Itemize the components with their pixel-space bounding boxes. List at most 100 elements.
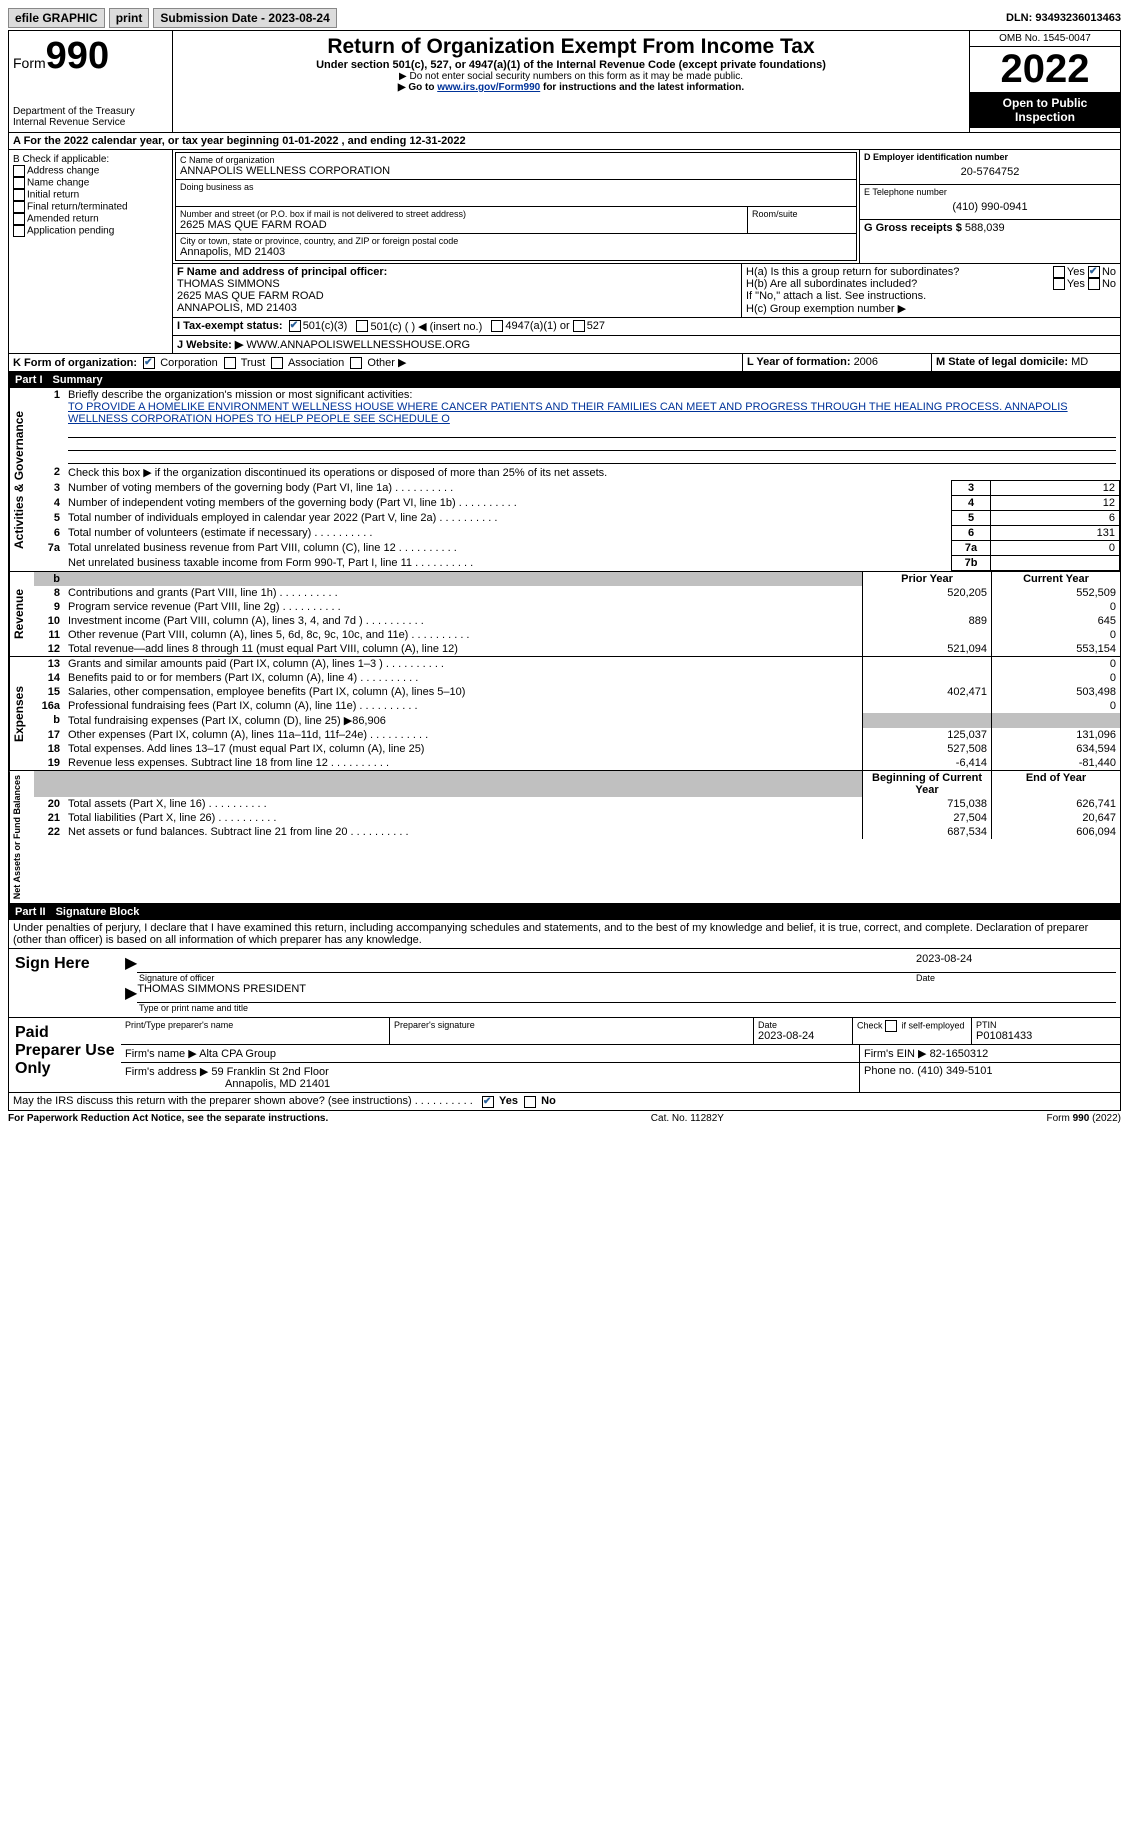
type-name-label: Type or print name and title bbox=[125, 1003, 1116, 1013]
rev-row: 8Contributions and grants (Part VIII, li… bbox=[34, 586, 1120, 600]
gov-text: Total number of volunteers (estimate if … bbox=[64, 526, 952, 541]
gov-row: 5Total number of individuals employed in… bbox=[34, 511, 1120, 526]
exp-row: 16aProfessional fundraising fees (Part I… bbox=[34, 699, 1120, 713]
hb-label: H(b) Are all subordinates included? bbox=[746, 278, 1053, 290]
form-no: 990 bbox=[46, 35, 109, 77]
ptin-value: P01081433 bbox=[976, 1030, 1116, 1042]
net-row: 21Total liabilities (Part X, line 26)27,… bbox=[34, 811, 1120, 825]
arrow-icon: ▶ bbox=[125, 983, 137, 1003]
checkbox-icon[interactable] bbox=[1053, 278, 1065, 290]
block-deg: D Employer identification number 20-5764… bbox=[860, 150, 1120, 263]
section-bcdefg: B Check if applicable: Address change Na… bbox=[9, 150, 1120, 354]
officer-name: THOMAS SIMMONS bbox=[177, 278, 737, 290]
arrow-icon: ▶ bbox=[125, 953, 137, 973]
exp-prior bbox=[863, 657, 992, 671]
block-c: C Name of organization ANNAPOLIS WELLNES… bbox=[173, 150, 860, 263]
checkbox-icon[interactable] bbox=[482, 1096, 494, 1108]
exp-current: -81,440 bbox=[992, 756, 1121, 770]
b-opt-label: Name change bbox=[27, 178, 89, 189]
rev-prior bbox=[863, 600, 992, 614]
checkbox-icon[interactable] bbox=[13, 225, 25, 237]
exp-prior bbox=[863, 699, 992, 713]
i-label: I Tax-exempt status: bbox=[177, 320, 283, 333]
checkbox-icon[interactable] bbox=[13, 189, 25, 201]
b-opt-3: Final return/terminated bbox=[13, 201, 168, 213]
checkbox-icon[interactable] bbox=[224, 357, 236, 369]
checkbox-icon[interactable] bbox=[491, 320, 503, 332]
checkbox-icon[interactable] bbox=[13, 177, 25, 189]
checkbox-icon[interactable] bbox=[885, 1020, 897, 1032]
checkbox-icon[interactable] bbox=[13, 201, 25, 213]
k-block: K Form of organization: Corporation Trus… bbox=[9, 354, 742, 371]
inspection-label: Open to Public Inspection bbox=[970, 92, 1120, 128]
rev-current: 0 bbox=[992, 628, 1121, 642]
city-label: City or town, state or province, country… bbox=[180, 236, 852, 246]
rev-prior bbox=[863, 628, 992, 642]
c-dba-row: Doing business as bbox=[176, 180, 856, 207]
exp-text: Total fundraising expenses (Part IX, col… bbox=[64, 713, 863, 728]
gov-row: 6Total number of volunteers (estimate if… bbox=[34, 526, 1120, 541]
page-footer: For Paperwork Reduction Act Notice, see … bbox=[8, 1113, 1121, 1124]
header-right: OMB No. 1545-0047 2022 Open to Public In… bbox=[969, 31, 1120, 132]
i-opt4: 527 bbox=[587, 320, 605, 333]
b-opt-label: Address change bbox=[27, 166, 99, 177]
ha-row: H(a) Is this a group return for subordin… bbox=[746, 266, 1116, 278]
exp-text: Benefits paid to or for members (Part IX… bbox=[64, 671, 863, 685]
rev-current: 645 bbox=[992, 614, 1121, 628]
footer-right: Form 990 (2022) bbox=[1047, 1113, 1121, 1124]
netassets-table: Beginning of Current YearEnd of Year 20T… bbox=[34, 771, 1120, 839]
checkbox-icon[interactable] bbox=[350, 357, 362, 369]
firm-ein-label: Firm's EIN ▶ bbox=[864, 1048, 930, 1060]
m-block: M State of legal domicile: MD bbox=[932, 354, 1120, 371]
exp-current: 0 bbox=[992, 699, 1121, 713]
checkbox-icon[interactable] bbox=[1088, 278, 1100, 290]
checkbox-icon[interactable] bbox=[271, 357, 283, 369]
j-row: J Website: ▶ WWW.ANNAPOLISWELLNESSHOUSE.… bbox=[173, 336, 1120, 353]
form-prefix: Form bbox=[13, 55, 46, 71]
note-ssn: ▶ Do not enter social security numbers o… bbox=[177, 71, 965, 82]
g-block: G Gross receipts $ 588,039 bbox=[860, 220, 1120, 236]
netassets-section: Net Assets or Fund Balances Beginning of… bbox=[9, 771, 1120, 904]
form-subtitle: Under section 501(c), 527, or 4947(a)(1)… bbox=[177, 59, 965, 71]
header-mid: Return of Organization Exempt From Incom… bbox=[173, 31, 969, 132]
print-button[interactable]: print bbox=[109, 8, 150, 28]
checkbox-icon[interactable] bbox=[13, 165, 25, 177]
l-block: L Year of formation: 2006 bbox=[742, 354, 932, 371]
b-opt-label: Final return/terminated bbox=[27, 202, 128, 213]
checkbox-icon[interactable] bbox=[13, 213, 25, 225]
net-text: Total assets (Part X, line 16) bbox=[64, 797, 863, 811]
gov-row: 4Number of independent voting members of… bbox=[34, 496, 1120, 511]
discuss-q: May the IRS discuss this return with the… bbox=[13, 1095, 473, 1107]
d-block: D Employer identification number 20-5764… bbox=[860, 150, 1120, 185]
part1-header: Part I Summary bbox=[9, 372, 1120, 388]
rev-current: 0 bbox=[992, 600, 1121, 614]
checkbox-icon[interactable] bbox=[1053, 266, 1065, 278]
gov-val: 0 bbox=[991, 541, 1120, 556]
gov-text: Net unrelated business taxable income fr… bbox=[64, 556, 952, 571]
gov-text: Total number of individuals employed in … bbox=[64, 511, 952, 526]
checkbox-icon[interactable] bbox=[289, 320, 301, 332]
m-label: M State of legal domicile: bbox=[936, 356, 1068, 368]
line2-text: Check this box ▶ if the organization dis… bbox=[68, 467, 607, 479]
net-begin: 715,038 bbox=[863, 797, 992, 811]
exp-current: 131,096 bbox=[992, 728, 1121, 742]
checkbox-icon[interactable] bbox=[524, 1096, 536, 1108]
checkbox-icon[interactable] bbox=[143, 357, 155, 369]
irs-link[interactable]: www.irs.gov/Form990 bbox=[437, 82, 540, 93]
hc-label: H(c) Group exemption number ▶ bbox=[746, 302, 1116, 315]
gov-val: 12 bbox=[991, 481, 1120, 496]
net-end: 606,094 bbox=[992, 825, 1121, 839]
k-opt2: Trust bbox=[241, 357, 266, 369]
checkbox-icon[interactable] bbox=[356, 320, 368, 332]
revenue-table: bPrior YearCurrent Year 8Contributions a… bbox=[34, 572, 1120, 656]
checkbox-icon[interactable] bbox=[573, 320, 585, 332]
prep-name-label: Print/Type preparer's name bbox=[125, 1020, 385, 1030]
net-end: 626,741 bbox=[992, 797, 1121, 811]
g-label: G Gross receipts $ bbox=[864, 222, 965, 234]
omb-no: OMB No. 1545-0047 bbox=[970, 31, 1120, 47]
firm-ein: 82-1650312 bbox=[930, 1048, 989, 1060]
org-street: 2625 MAS QUE FARM ROAD bbox=[180, 219, 743, 231]
checkbox-icon[interactable] bbox=[1088, 266, 1100, 278]
sign-here-label: Sign Here bbox=[9, 949, 121, 1017]
gov-val: 6 bbox=[991, 511, 1120, 526]
